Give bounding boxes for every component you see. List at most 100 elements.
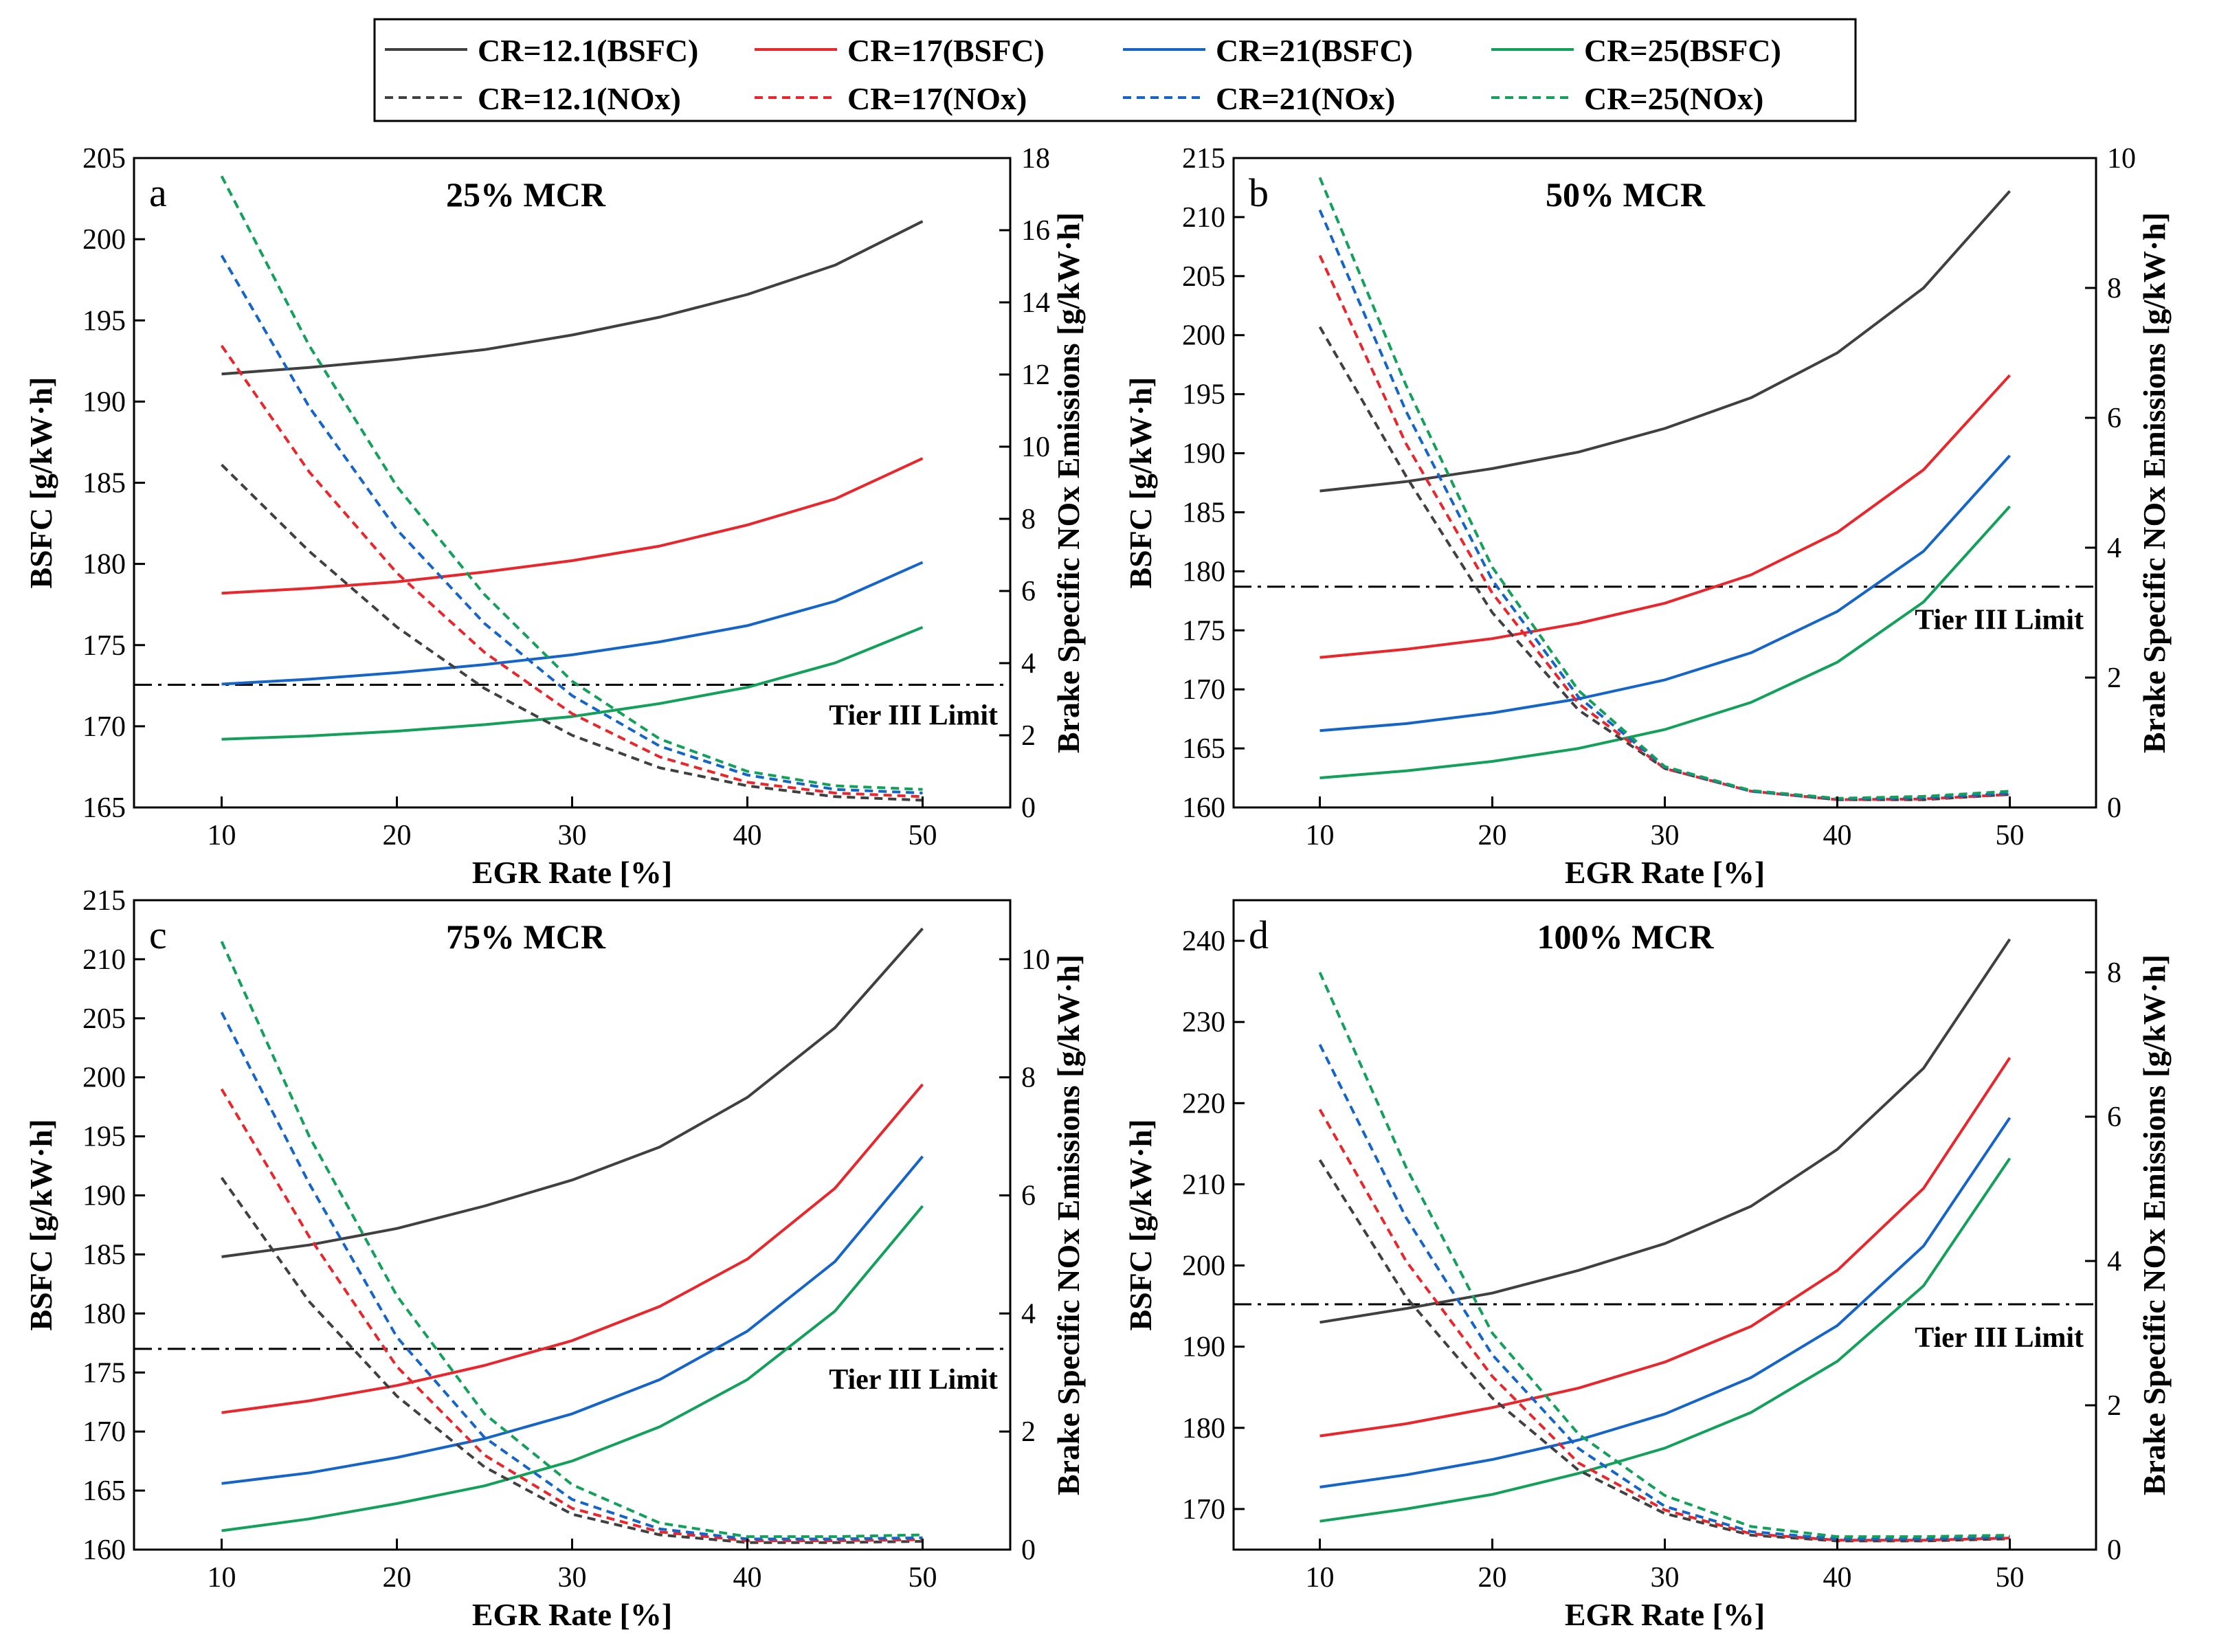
- y-axis-label: BSFC [g/kW·h]: [23, 1119, 58, 1330]
- legend-label-4: CR=12.1(NOx): [478, 81, 681, 116]
- bsfc-line-CR=17(BSFC): [1319, 374, 2011, 659]
- nox-line-CR=21(NOx): [1318, 209, 2010, 801]
- y2-tick-label: 10: [1021, 432, 1050, 463]
- plot-frame: [1232, 157, 2097, 809]
- x-tick-label: 40: [1823, 1562, 1852, 1594]
- nox-line-CR=12.1(NOx): [220, 1176, 923, 1544]
- y2-tick-label: 10: [1021, 944, 1050, 976]
- y-tick-label: 170: [82, 1416, 126, 1448]
- y-tick-label: 205: [1182, 261, 1225, 293]
- bsfc-line-CR=21(BSFC): [1319, 454, 2011, 733]
- y2-tick-label: 18: [1021, 143, 1050, 175]
- y-tick-label: 215: [1182, 143, 1225, 175]
- y-tick-label: 190: [1182, 438, 1225, 470]
- bsfc-line-CR=21(BSFC): [221, 561, 924, 686]
- x-axis-label: EGR Rate [%]: [472, 855, 672, 890]
- y2-tick-label: 12: [1021, 359, 1050, 391]
- panel-letter: b: [1249, 170, 1269, 215]
- y-tick-label: 195: [1182, 379, 1225, 411]
- x-axis-label: EGR Rate [%]: [472, 1597, 672, 1632]
- panel-letter: a: [149, 170, 167, 215]
- y-tick-label: 180: [82, 1298, 126, 1330]
- y-tick-label: 185: [1182, 497, 1225, 528]
- x-tick-label: 10: [1306, 820, 1335, 851]
- panel-title: 50% MCR: [1546, 175, 1706, 214]
- bsfc-line-CR=17(BSFC): [1319, 1057, 2012, 1438]
- y2-axis-label: Brake Specific NOx Emissions [g/kW·h]: [1051, 955, 1086, 1495]
- y-tick-label: 165: [82, 792, 126, 824]
- y-tick-label: 170: [82, 711, 126, 743]
- y-tick-label: 180: [1182, 556, 1225, 588]
- y-tick-label: 180: [82, 549, 126, 581]
- y-tick-label: 205: [82, 1003, 126, 1035]
- x-tick-label: 40: [733, 1562, 762, 1594]
- nox-line-CR=17(NOx): [1318, 254, 2010, 801]
- y-tick-label: 210: [82, 944, 126, 976]
- bsfc-line-CR=21(BSFC): [221, 1155, 924, 1485]
- bsfc-line-CR=12.1(BSFC): [221, 220, 924, 376]
- y-tick-label: 180: [1182, 1413, 1225, 1444]
- legend-label-5: CR=17(NOx): [847, 81, 1027, 116]
- nox-line-CR=21(NOx): [220, 254, 923, 794]
- nox-line-CR=17(NOx): [220, 1088, 923, 1543]
- bsfc-line-CR=21(BSFC): [1319, 1117, 2012, 1488]
- y2-tick-label: 2: [1021, 720, 1036, 752]
- x-tick-label: 50: [1996, 820, 2025, 851]
- y-tick-label: 220: [1182, 1088, 1225, 1119]
- y-tick-label: 175: [1182, 615, 1225, 647]
- panel-letter: c: [149, 913, 167, 957]
- y-tick-label: 175: [82, 1357, 126, 1389]
- x-tick-label: 30: [1651, 820, 1680, 851]
- plot-frame: [133, 899, 1012, 1551]
- y-tick-label: 165: [82, 1475, 126, 1507]
- y2-tick-label: 4: [2107, 533, 2121, 564]
- nox-line-CR=17(NOx): [220, 344, 923, 799]
- y-tick-label: 210: [1182, 202, 1225, 234]
- y2-tick-label: 6: [1021, 576, 1036, 607]
- y-tick-label: 200: [1182, 320, 1225, 352]
- y2-axis-label: Brake Specific NOx Emissions [g/kW·h]: [2137, 955, 2172, 1495]
- y2-tick-label: 16: [1021, 215, 1050, 247]
- y2-tick-label: 0: [1021, 1534, 1036, 1566]
- y2-tick-label: 8: [2107, 273, 2121, 304]
- y-tick-label: 190: [82, 386, 126, 418]
- y2-tick-label: 4: [1021, 648, 1036, 680]
- bsfc-line-CR=17(BSFC): [221, 1083, 924, 1414]
- y-tick-label: 205: [82, 143, 126, 175]
- bsfc-line-CR=25(BSFC): [221, 625, 924, 741]
- plot-frame: [1232, 899, 2097, 1551]
- y-tick-label: 165: [1182, 733, 1225, 765]
- x-tick-label: 20: [1478, 1562, 1507, 1594]
- y2-tick-label: 8: [1021, 1062, 1036, 1094]
- panel-title: 75% MCR: [446, 917, 606, 956]
- y2-tick-label: 8: [1021, 504, 1036, 535]
- legend-label-3: CR=25(BSFC): [1584, 33, 1781, 68]
- x-tick-label: 20: [383, 820, 412, 851]
- y-tick-label: 200: [82, 1062, 126, 1094]
- tier-iii-limit-label: Tier III Limit: [829, 1364, 998, 1396]
- nox-line-CR=17(NOx): [1318, 1108, 2010, 1542]
- y2-tick-label: 10: [2107, 143, 2136, 175]
- y-tick-label: 200: [82, 224, 126, 256]
- panel-title: 100% MCR: [1537, 917, 1715, 956]
- x-axis-label: EGR Rate [%]: [1565, 1597, 1765, 1632]
- x-tick-label: 20: [1478, 820, 1507, 851]
- bsfc-line-CR=12.1(BSFC): [221, 927, 924, 1258]
- panel-letter: d: [1249, 913, 1269, 957]
- tier-iii-limit-label: Tier III Limit: [829, 700, 998, 732]
- y-tick-label: 190: [1182, 1332, 1225, 1363]
- bsfc-line-CR=25(BSFC): [221, 1205, 924, 1532]
- y-tick-label: 215: [82, 885, 126, 917]
- y-tick-label: 185: [82, 468, 126, 500]
- nox-line-CR=25(NOx): [1318, 972, 2010, 1539]
- y-tick-label: 160: [1182, 792, 1225, 824]
- nox-line-CR=21(NOx): [220, 1012, 923, 1541]
- x-tick-label: 50: [1996, 1562, 2025, 1594]
- legend-label-1: CR=17(BSFC): [847, 33, 1045, 68]
- y-tick-label: 175: [82, 630, 126, 662]
